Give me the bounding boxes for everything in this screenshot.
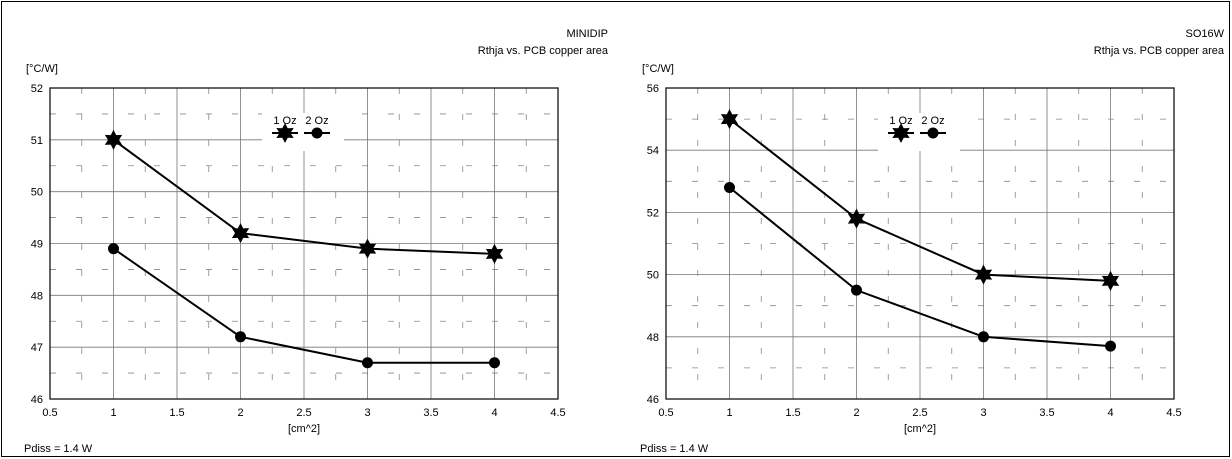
chart1-x-tick-label: 1	[726, 407, 732, 419]
chart1-data-point	[720, 109, 739, 130]
chart1-title: SO16W	[1185, 28, 1224, 40]
chart1-y-tick-label: 46	[647, 394, 659, 406]
chart0-data-point	[235, 331, 246, 343]
chart1-xlabel: [cm^2]	[904, 423, 936, 435]
chart0-legend-marker	[276, 123, 294, 143]
chart1-data-point	[1101, 270, 1120, 291]
chart1-data-point	[847, 208, 866, 229]
chart0-data-point	[489, 357, 500, 369]
chart0-note: Pdiss = 1.4 W	[24, 443, 93, 455]
chart0-legend-label: 2 Oz	[305, 115, 328, 127]
chart0-y-tick-label: 48	[31, 290, 43, 302]
chart1-subtitle: Rthja vs. PCB copper area	[1094, 45, 1225, 57]
chart1-x-tick-label: 0.5	[658, 407, 673, 419]
chart0-xlabel: [cm^2]	[288, 423, 320, 435]
chart1-series-2	[724, 182, 1116, 352]
chart1-legend-marker	[927, 127, 939, 139]
chart-so16w: SO16W Rthja vs. PCB copper area [°C/W] 0.5 1…	[640, 28, 1225, 455]
chart0-x-tick-label: 4.5	[550, 407, 565, 419]
chart0-y-tick-label: 47	[31, 342, 43, 354]
chart1-ylabel: [°C/W]	[642, 63, 674, 75]
chart1-y-tick-label: 52	[647, 207, 659, 219]
chart0-subtitle: Rthja vs. PCB copper area	[478, 45, 609, 57]
chart1-x-tick-label: 2.5	[912, 407, 927, 419]
chart1-legend-marker	[892, 123, 910, 143]
chart0-x-tick-label: 0.5	[42, 407, 57, 419]
chart0-x-tick-label: 1.5	[169, 407, 184, 419]
chart1-plot-border	[665, 87, 1175, 400]
chart0-series-line	[112, 247, 495, 364]
chart1-data-point	[1105, 340, 1116, 352]
chart0-x-tick-label: 3.5	[423, 407, 438, 419]
chart0-x-tick-label: 3	[364, 407, 370, 419]
chart0-x-tick-label: 1	[110, 407, 116, 419]
chart0-series-1	[104, 129, 504, 264]
chart0-x-tick-label: 2.5	[296, 407, 311, 419]
chart1-series-1	[720, 109, 1120, 291]
chart-minidip: MINIDIP Rthja vs. PCB copper area [°C/W] 0.…	[24, 28, 609, 455]
chart1-data-point	[851, 284, 862, 296]
chart1-series-line	[728, 186, 1111, 348]
chart1-x-tick-label: 4	[1107, 407, 1113, 419]
chart-panel-so16w: SO16W Rthja vs. PCB copper area [°C/W] 0.5 1…	[616, 0, 1232, 459]
chart0-y-tick-label: 49	[31, 239, 43, 251]
chart1-legend-label: 2 Oz	[921, 115, 944, 127]
chart0-x-tick-label: 4	[491, 407, 497, 419]
chart1-data-point	[974, 264, 993, 285]
chart0-data-point	[104, 129, 123, 150]
chart1-x-tick-label: 4.5	[1166, 407, 1181, 419]
chart0-y-tick-label: 46	[31, 394, 43, 406]
chart1-y-tick-label: 56	[647, 83, 659, 95]
chart1-note: Pdiss = 1.4 W	[640, 443, 709, 455]
chart1-legend-label: 1 Oz	[889, 115, 912, 127]
chart0-data-point	[485, 243, 504, 264]
chart1-legend: 1 Oz 2 Oz	[878, 113, 960, 151]
chart0-data-point	[231, 223, 250, 244]
chart0-y-tick-label: 51	[31, 135, 43, 147]
chart0-series-2	[108, 243, 500, 369]
chart0-legend-label: 1 Oz	[273, 115, 296, 127]
chart0-title: MINIDIP	[566, 28, 608, 40]
chart0-ylabel: [°C/W]	[26, 63, 58, 75]
chart0-series-line	[112, 139, 495, 255]
chart0-legend: 1 Oz 2 Oz	[262, 113, 344, 151]
chart1-y-tick-label: 54	[647, 145, 659, 157]
chart0-y-tick-label: 50	[31, 187, 43, 199]
chart0-data-point	[358, 238, 377, 259]
chart1-data-point	[978, 331, 989, 343]
chart0-data-point	[362, 357, 373, 369]
chart1-y-tick-label: 50	[647, 270, 659, 282]
chart0-plot-border	[49, 87, 559, 400]
chart0-y-tick-label: 52	[31, 83, 43, 95]
chart0-legend-marker	[311, 127, 323, 139]
chart1-series-line	[728, 118, 1111, 282]
chart1-y-tick-label: 48	[647, 332, 659, 344]
chart0-x-tick-label: 2	[237, 407, 243, 419]
chart1-x-tick-label: 3	[980, 407, 986, 419]
chart1-x-tick-label: 3.5	[1039, 407, 1054, 419]
chart-panel-minidip: MINIDIP Rthja vs. PCB copper area [°C/W] 0.…	[24, 28, 609, 455]
chart1-data-point	[724, 182, 735, 194]
chart1-x-tick-label: 2	[853, 407, 859, 419]
chart0-data-point	[108, 243, 119, 255]
chart1-x-tick-label: 1.5	[785, 407, 800, 419]
